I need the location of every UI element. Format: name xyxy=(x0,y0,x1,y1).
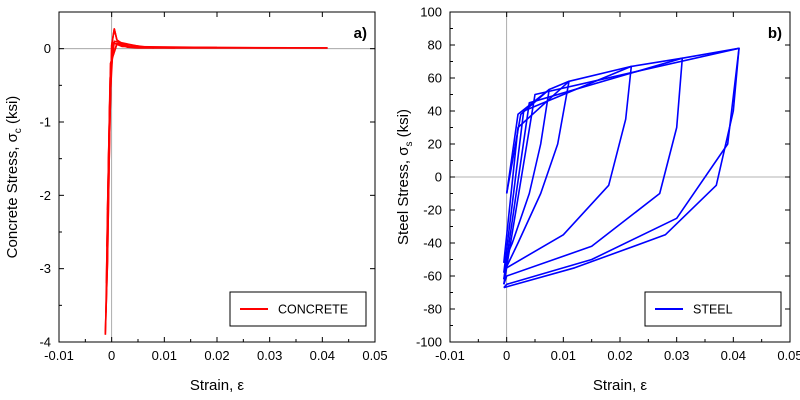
steel-chart-panel: -0.01 0 0.01 0.02 0.03 0.04 0.05 -100 -80 -60 -40 -… xyxy=(395,5,800,395)
concrete-x-tick-label: 0.04 xyxy=(310,348,335,363)
concrete-x-axis-label: Strain, ε xyxy=(190,377,245,394)
steel-y-tick-label: 40 xyxy=(428,104,442,119)
steel-x-tick-label: 0.02 xyxy=(607,348,632,363)
concrete-chart-panel: -0.01 0 0.01 0.02 0.03 0.04 0.05 -4 -3 -2 -1 0 Strai… xyxy=(4,11,388,394)
steel-x-tick-label: 0.01 xyxy=(551,348,576,363)
steel-x-tick-label: 0.04 xyxy=(721,348,746,363)
steel-legend-label: STEEL xyxy=(693,303,733,317)
concrete-x-tick-label: -0.01 xyxy=(44,348,74,363)
steel-y-axis-label-sub: s xyxy=(404,142,415,147)
steel-y-tick-label: 60 xyxy=(428,71,442,86)
concrete-x-tick-label: 0.05 xyxy=(362,348,387,363)
steel-hysteresis-cycle xyxy=(503,65,633,280)
steel-x-tick-label: 0 xyxy=(503,348,510,363)
steel-y-tick-label: -80 xyxy=(423,302,442,317)
concrete-series-line xyxy=(104,28,328,335)
concrete-y-tick-label: -4 xyxy=(39,335,51,350)
steel-panel-label: b) xyxy=(768,25,782,42)
concrete-y-axis-label-unit: (ksi) xyxy=(4,96,21,129)
steel-y-tick-label: 100 xyxy=(420,5,442,20)
steel-y-axis-label-main: Steel Stress, σ xyxy=(395,146,412,245)
steel-y-tick-label: -40 xyxy=(423,236,442,251)
steel-hysteresis-cycle xyxy=(503,57,684,285)
concrete-x-tick-label: 0.03 xyxy=(257,348,282,363)
concrete-hysteresis-cycle xyxy=(106,42,154,211)
concrete-y-axis-label-sub: c xyxy=(13,128,24,133)
concrete-y-tick-label: -1 xyxy=(39,115,51,130)
concrete-panel-label: a) xyxy=(354,25,367,42)
concrete-x-tick-label: 0.01 xyxy=(152,348,177,363)
concrete-hysteresis-cycle xyxy=(105,43,270,313)
steel-hysteresis-cycle xyxy=(503,47,740,289)
steel-y-tick-label: 20 xyxy=(428,137,442,152)
steel-y-tick-label: -60 xyxy=(423,269,442,284)
steel-y-tick-label: -20 xyxy=(423,203,442,218)
concrete-legend-label: CONCRETE xyxy=(278,303,348,317)
steel-hysteresis-cycle xyxy=(503,88,551,264)
steel-x-tick-label: -0.01 xyxy=(435,348,465,363)
steel-series-line xyxy=(503,47,740,289)
steel-hysteresis-cycle xyxy=(503,80,570,274)
steel-y-axis-label: Steel Stress, σs (ksi) xyxy=(395,109,415,245)
concrete-hysteresis-cycle xyxy=(105,41,218,284)
steel-y-tick-label: -100 xyxy=(416,335,442,350)
concrete-x-tick-label: 0.02 xyxy=(204,348,229,363)
concrete-y-tick-label: 0 xyxy=(44,41,51,56)
concrete-y-tick-label: -2 xyxy=(39,188,51,203)
steel-x-tick-label: 0.05 xyxy=(777,348,800,363)
concrete-y-tick-label: -3 xyxy=(39,261,51,276)
concrete-y-axis-label-main: Concrete Stress, σ xyxy=(4,132,21,258)
steel-x-axis-label: Strain, ε xyxy=(593,377,648,394)
concrete-hysteresis-cycle xyxy=(104,28,328,335)
concrete-x-tick-label: 0 xyxy=(108,348,115,363)
steel-y-tick-label: 0 xyxy=(435,170,442,185)
concrete-y-axis-label: Concrete Stress, σc (ksi) xyxy=(4,96,24,259)
concrete-hysteresis-cycle xyxy=(106,40,175,247)
steel-y-axis-label-unit: (ksi) xyxy=(395,109,412,142)
steel-x-tick-label: 0.03 xyxy=(664,348,689,363)
steel-y-tick-label: 80 xyxy=(428,38,442,53)
